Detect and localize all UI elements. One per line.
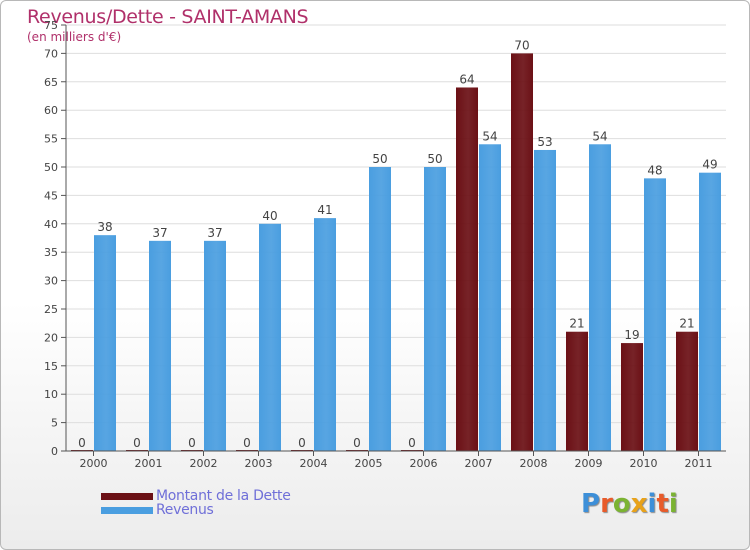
chart-title: Revenus/Dette - SAINT-AMANS — [27, 6, 309, 28]
bar-dette — [511, 53, 533, 452]
x-tick-label: 2003 — [245, 457, 273, 470]
bar-revenus — [424, 167, 446, 451]
data-label: 0 — [188, 436, 196, 450]
data-label: 0 — [243, 436, 251, 450]
data-label: 0 — [78, 436, 86, 450]
chart-subtitle: (en milliers d'€) — [27, 30, 122, 44]
data-label: 0 — [353, 436, 361, 450]
data-label: 0 — [298, 436, 306, 450]
bars — [71, 53, 721, 452]
data-label: 41 — [317, 203, 332, 217]
data-label: 50 — [427, 152, 442, 166]
bar-dette — [566, 331, 588, 451]
data-label: 37 — [207, 226, 222, 240]
y-tick-label: 10 — [44, 388, 58, 401]
bar-revenus — [314, 218, 336, 451]
x-tick-label: 2009 — [575, 457, 603, 470]
bar-dette — [676, 331, 698, 451]
logo-letter: x — [630, 489, 648, 519]
data-label: 21 — [679, 317, 694, 331]
y-tick-label: 60 — [44, 104, 58, 117]
bar-revenus — [589, 144, 611, 451]
logo-letter: o — [612, 489, 631, 519]
x-tick-label: 2001 — [135, 457, 163, 470]
x-tick-label: 2010 — [630, 457, 658, 470]
bar-revenus — [94, 235, 116, 451]
bar-revenus — [149, 240, 171, 451]
data-label: 21 — [569, 317, 584, 331]
data-label: 53 — [537, 135, 552, 149]
logo-letter: i — [668, 489, 678, 519]
y-tick-label: 0 — [51, 445, 58, 458]
logo-letter: P — [581, 489, 601, 519]
y-tick-label: 50 — [44, 161, 58, 174]
proxiti-logo: Proxiti — [581, 489, 678, 519]
data-label: 50 — [372, 152, 387, 166]
bar-revenus — [644, 178, 666, 452]
data-label: 19 — [624, 328, 639, 342]
y-tick-label: 75 — [44, 19, 58, 32]
bar-revenus — [369, 167, 391, 451]
bar-chart: 0 5 10 15 20 25 30 35 40 45 50 55 60 65 70 75 0 38 0 37 0 37… — [44, 19, 726, 470]
bar-revenus — [534, 149, 556, 451]
y-tick-label: 20 — [44, 331, 58, 344]
y-tick-label: 15 — [44, 360, 58, 373]
legend-label-dette: Montant de la Dette — [156, 488, 291, 504]
data-label: 38 — [97, 220, 112, 234]
legend-swatch-dette — [101, 492, 153, 500]
x-tick-label: 2002 — [190, 457, 218, 470]
x-tick-label: 2008 — [520, 457, 548, 470]
y-tick-label: 65 — [44, 76, 58, 89]
data-label: 40 — [262, 209, 277, 223]
data-label: 49 — [702, 158, 717, 172]
bar-revenus — [204, 240, 226, 451]
data-label: 48 — [647, 163, 662, 177]
y-tick-label: 45 — [44, 189, 58, 202]
logo-letter: r — [600, 489, 613, 519]
grid-lines — [66, 24, 726, 452]
data-label: 0 — [133, 436, 141, 450]
y-tick-label: 70 — [44, 47, 58, 60]
y-tick-label: 55 — [44, 133, 58, 146]
logo-letter: i — [647, 489, 657, 519]
bar-revenus — [699, 172, 721, 451]
y-axis: 0 5 10 15 20 25 30 35 40 45 50 55 60 65 70 75 — [44, 19, 67, 458]
x-tick-label: 2005 — [355, 457, 383, 470]
x-tick-label: 2000 — [80, 457, 108, 470]
data-labels: 0 38 0 37 0 37 0 40 0 41 0 50 0 50 64 54 70 53 21 54 19 48 21 4… — [78, 38, 717, 450]
x-tick-label: 2006 — [410, 457, 438, 470]
data-label: 54 — [592, 129, 607, 143]
data-label: 64 — [459, 72, 474, 86]
y-tick-label: 40 — [44, 218, 58, 231]
x-tick-label: 2004 — [300, 457, 328, 470]
data-label: 0 — [408, 436, 416, 450]
y-tick-label: 30 — [44, 275, 58, 288]
y-tick-label: 5 — [51, 417, 58, 430]
legend-label-revenus: Revenus — [156, 502, 214, 518]
x-tick-label: 2011 — [685, 457, 713, 470]
bar-revenus — [479, 144, 501, 451]
legend-swatch-revenus — [101, 506, 153, 514]
data-label: 70 — [514, 38, 529, 52]
bar-dette — [456, 87, 478, 451]
bar-dette — [621, 343, 643, 451]
data-label: 37 — [152, 226, 167, 240]
legend-item-dette: Montant de la Dette — [101, 488, 291, 504]
x-tick-label: 2007 — [465, 457, 493, 470]
y-tick-label: 25 — [44, 303, 58, 316]
data-label: 54 — [482, 129, 497, 143]
x-axis: 2000 2001 2002 2003 2004 2005 2006 2007 2008 2009… — [66, 450, 726, 470]
y-tick-label: 35 — [44, 246, 58, 259]
logo-letter: t — [656, 489, 669, 519]
legend-item-revenus: Revenus — [101, 502, 214, 518]
bar-revenus — [259, 223, 281, 451]
